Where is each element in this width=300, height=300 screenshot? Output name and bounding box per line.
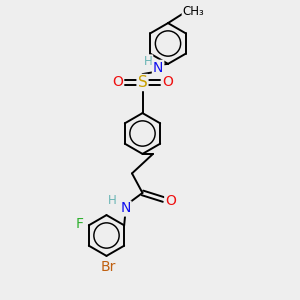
Text: N: N — [153, 61, 163, 75]
Text: S: S — [138, 75, 147, 90]
Text: H: H — [143, 55, 152, 68]
Text: H: H — [108, 194, 117, 208]
Text: F: F — [75, 217, 83, 231]
Text: O: O — [162, 76, 173, 89]
Text: Br: Br — [100, 260, 116, 274]
Text: N: N — [120, 202, 130, 215]
Text: O: O — [112, 76, 123, 89]
Text: CH₃: CH₃ — [183, 4, 204, 18]
Text: O: O — [165, 194, 176, 208]
